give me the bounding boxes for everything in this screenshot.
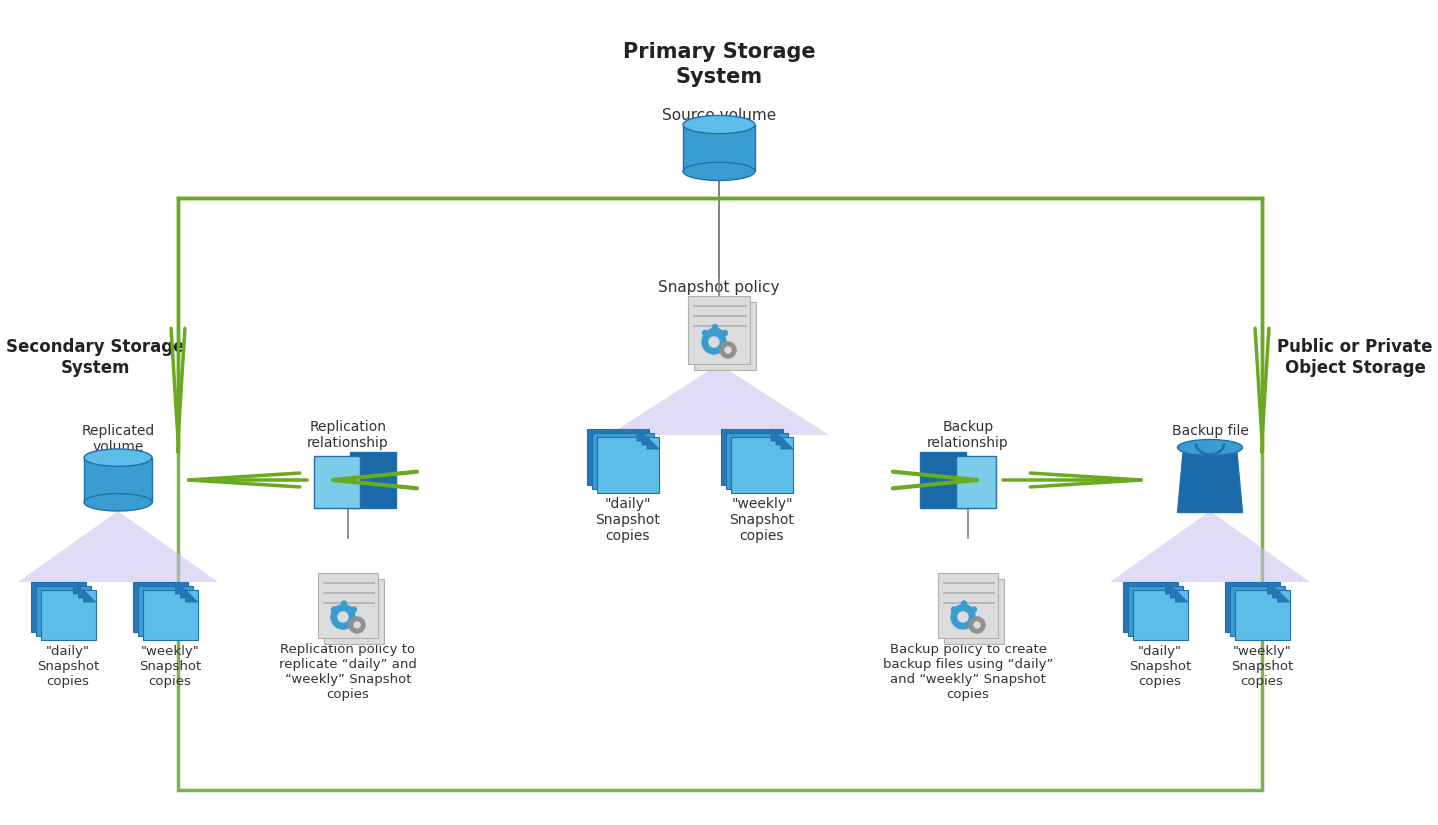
Circle shape bbox=[722, 331, 728, 336]
Text: "daily"
Snapshot
copies: "daily" Snapshot copies bbox=[37, 645, 99, 688]
Text: "daily"
Snapshot
copies: "daily" Snapshot copies bbox=[1129, 645, 1191, 688]
Polygon shape bbox=[781, 437, 792, 449]
Circle shape bbox=[952, 607, 956, 612]
Circle shape bbox=[349, 617, 365, 633]
FancyBboxPatch shape bbox=[920, 452, 966, 508]
FancyBboxPatch shape bbox=[142, 590, 197, 640]
Polygon shape bbox=[610, 364, 828, 435]
Polygon shape bbox=[175, 582, 187, 594]
Text: Replication policy to
replicate “daily” and
“weekly” Snapshot
copies: Replication policy to replicate “daily” … bbox=[279, 643, 417, 701]
Polygon shape bbox=[1267, 582, 1280, 594]
Circle shape bbox=[958, 612, 968, 622]
Circle shape bbox=[974, 622, 981, 628]
Polygon shape bbox=[1277, 590, 1290, 602]
FancyBboxPatch shape bbox=[731, 437, 792, 493]
Polygon shape bbox=[1110, 511, 1310, 582]
Circle shape bbox=[703, 331, 707, 336]
FancyBboxPatch shape bbox=[943, 578, 1004, 644]
Polygon shape bbox=[1171, 586, 1182, 598]
FancyBboxPatch shape bbox=[956, 456, 997, 508]
Text: Replication
relationship: Replication relationship bbox=[308, 420, 388, 450]
Polygon shape bbox=[637, 429, 649, 441]
Polygon shape bbox=[641, 433, 654, 445]
FancyBboxPatch shape bbox=[687, 296, 751, 364]
Circle shape bbox=[338, 612, 348, 622]
FancyBboxPatch shape bbox=[138, 586, 193, 636]
Ellipse shape bbox=[83, 449, 152, 466]
FancyBboxPatch shape bbox=[1234, 590, 1290, 640]
Text: Snapshot policy: Snapshot policy bbox=[659, 280, 779, 295]
Circle shape bbox=[709, 337, 719, 347]
Polygon shape bbox=[1273, 586, 1284, 598]
Circle shape bbox=[962, 601, 966, 606]
Circle shape bbox=[962, 613, 966, 618]
Text: Backup
relationship: Backup relationship bbox=[928, 420, 1009, 450]
FancyBboxPatch shape bbox=[587, 429, 649, 485]
FancyBboxPatch shape bbox=[683, 125, 755, 172]
FancyBboxPatch shape bbox=[1225, 582, 1280, 632]
FancyBboxPatch shape bbox=[1229, 586, 1284, 636]
Circle shape bbox=[331, 605, 355, 629]
FancyBboxPatch shape bbox=[36, 586, 91, 636]
Text: Primary Storage
System: Primary Storage System bbox=[623, 42, 815, 87]
Circle shape bbox=[712, 324, 718, 329]
Polygon shape bbox=[19, 511, 219, 582]
Ellipse shape bbox=[683, 163, 755, 181]
Polygon shape bbox=[777, 433, 788, 445]
Text: Public or Private
Object Storage: Public or Private Object Storage bbox=[1277, 338, 1432, 377]
Polygon shape bbox=[771, 429, 784, 441]
Ellipse shape bbox=[83, 493, 152, 511]
Polygon shape bbox=[186, 590, 197, 602]
FancyBboxPatch shape bbox=[695, 302, 756, 370]
FancyBboxPatch shape bbox=[318, 573, 378, 638]
Polygon shape bbox=[1178, 447, 1242, 512]
FancyBboxPatch shape bbox=[726, 433, 788, 489]
Circle shape bbox=[341, 613, 347, 618]
Ellipse shape bbox=[1178, 440, 1242, 455]
FancyBboxPatch shape bbox=[324, 578, 384, 644]
FancyBboxPatch shape bbox=[349, 452, 395, 508]
Ellipse shape bbox=[683, 116, 755, 134]
Circle shape bbox=[712, 337, 718, 342]
FancyBboxPatch shape bbox=[313, 456, 360, 508]
Circle shape bbox=[702, 330, 726, 354]
Circle shape bbox=[332, 607, 336, 612]
Text: Source volume: Source volume bbox=[661, 108, 777, 123]
FancyBboxPatch shape bbox=[30, 582, 85, 632]
Circle shape bbox=[354, 622, 360, 628]
Text: Secondary Storage
System: Secondary Storage System bbox=[6, 338, 184, 377]
Text: Backup policy to create
backup files using “daily”
and “weekly” Snapshot
copies: Backup policy to create backup files usi… bbox=[883, 643, 1053, 701]
Text: "weekly"
Snapshot
copies: "weekly" Snapshot copies bbox=[139, 645, 201, 688]
FancyBboxPatch shape bbox=[132, 582, 187, 632]
Circle shape bbox=[725, 347, 731, 353]
Text: "weekly"
Snapshot
copies: "weekly" Snapshot copies bbox=[729, 497, 794, 544]
FancyBboxPatch shape bbox=[597, 437, 659, 493]
Text: Backup file: Backup file bbox=[1172, 424, 1248, 438]
FancyBboxPatch shape bbox=[1127, 586, 1182, 636]
FancyBboxPatch shape bbox=[592, 433, 654, 489]
Circle shape bbox=[969, 617, 985, 633]
FancyBboxPatch shape bbox=[938, 573, 998, 638]
Circle shape bbox=[720, 342, 736, 358]
Text: "daily"
Snapshot
copies: "daily" Snapshot copies bbox=[595, 497, 660, 544]
Circle shape bbox=[341, 601, 347, 606]
Polygon shape bbox=[73, 582, 85, 594]
Circle shape bbox=[972, 607, 976, 612]
Circle shape bbox=[951, 605, 975, 629]
Polygon shape bbox=[1166, 582, 1178, 594]
Polygon shape bbox=[181, 586, 193, 598]
FancyBboxPatch shape bbox=[83, 458, 152, 502]
FancyBboxPatch shape bbox=[40, 590, 95, 640]
Polygon shape bbox=[647, 437, 659, 449]
FancyBboxPatch shape bbox=[720, 429, 784, 485]
Polygon shape bbox=[1175, 590, 1188, 602]
FancyBboxPatch shape bbox=[1123, 582, 1178, 632]
Polygon shape bbox=[79, 586, 91, 598]
FancyBboxPatch shape bbox=[1133, 590, 1188, 640]
Circle shape bbox=[351, 607, 357, 612]
Text: Replicated
volume: Replicated volume bbox=[82, 424, 155, 455]
Polygon shape bbox=[83, 590, 95, 602]
Text: "weekly"
Snapshot
copies: "weekly" Snapshot copies bbox=[1231, 645, 1293, 688]
